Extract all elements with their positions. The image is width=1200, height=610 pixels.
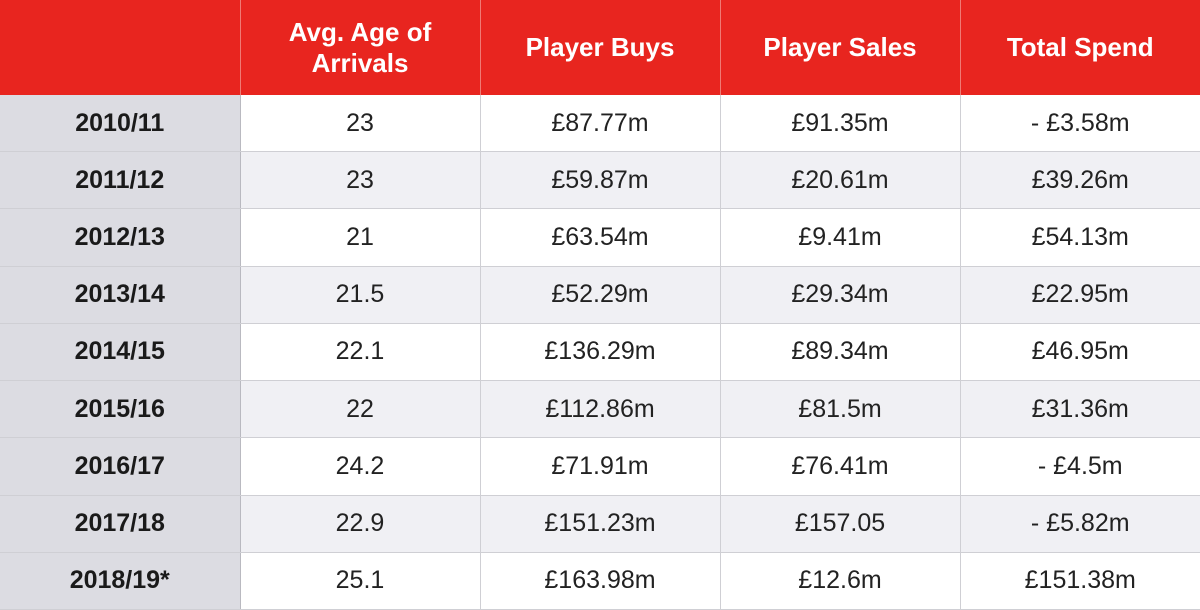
player-sales-cell: £9.41m	[719, 208, 961, 267]
avg-age-cell: 23	[239, 151, 481, 210]
total-spend-cell: £46.95m	[959, 323, 1200, 382]
table-header: Avg. Age of Arrivals Player Buys Player …	[0, 0, 1200, 95]
avg-age-cell: 22	[239, 380, 481, 439]
total-spend-cell: - £4.5m	[959, 437, 1200, 496]
season-cell: 2014/15	[0, 323, 241, 382]
player-buys-cell: £63.54m	[479, 208, 721, 267]
table-body: 2010/11 23 £87.77m £91.35m - £3.58m 2011/12 23…	[0, 95, 1200, 610]
player-buys-cell: £163.98m	[479, 552, 721, 610]
season-cell: 2012/13	[0, 208, 241, 267]
player-sales-cell: £20.61m	[719, 151, 961, 210]
season-cell: 2016/17	[0, 437, 241, 496]
avg-age-cell: 21	[239, 208, 481, 267]
season-cell: 2010/11	[0, 95, 241, 153]
player-buys-cell: £52.29m	[479, 266, 721, 324]
season-cell: 2018/19*	[0, 552, 241, 610]
header-season	[0, 0, 241, 95]
player-buys-cell: £87.77m	[479, 95, 721, 153]
player-buys-cell: £112.86m	[479, 380, 721, 439]
total-spend-cell: - £5.82m	[959, 495, 1200, 553]
table-row: 2017/18 22.9 £151.23m £157.05- £5.82m	[0, 495, 1200, 553]
avg-age-cell: 23	[239, 95, 481, 153]
avg-age-cell: 25.1	[239, 552, 481, 610]
player-sales-cell: £29.34m	[719, 266, 961, 324]
table-row: 2014/15 22.1 £136.29m £89.34m £46.95m	[0, 323, 1200, 382]
player-sales-cell: £157.05	[719, 495, 961, 553]
table-row: 2012/13 21 £63.54m £9.41m £54.13m	[0, 208, 1200, 267]
total-spend-cell: £54.13m	[959, 208, 1200, 267]
table-row: 2011/12 23 £59.87m £20.61m £39.26m	[0, 151, 1200, 210]
table-row: 2010/11 23 £87.77m £91.35m - £3.58m	[0, 95, 1200, 153]
avg-age-cell: 22.1	[239, 323, 481, 382]
avg-age-cell: 21.5	[239, 266, 481, 324]
header-total-spend: Total Spend	[960, 0, 1200, 95]
player-sales-cell: £89.34m	[719, 323, 961, 382]
season-cell: 2017/18	[0, 495, 241, 553]
player-buys-cell: £71.91m	[479, 437, 721, 496]
total-spend-cell: £31.36m	[959, 380, 1200, 439]
avg-age-cell: 22.9	[239, 495, 481, 553]
header-player-sales: Player Sales	[720, 0, 961, 95]
table-row: 2016/17 24.2 £71.91m £76.41m - £4.5m	[0, 437, 1200, 496]
player-sales-cell: £81.5m	[719, 380, 961, 439]
player-buys-cell: £151.23m	[479, 495, 721, 553]
season-cell: 2013/14	[0, 266, 241, 324]
season-cell: 2011/12	[0, 151, 241, 210]
player-sales-cell: £12.6m	[719, 552, 961, 610]
player-sales-cell: £91.35m	[719, 95, 961, 153]
total-spend-cell: £151.38m	[959, 552, 1200, 610]
table-row: 2013/14 21.5 £52.29m £29.34m £22.95m	[0, 266, 1200, 324]
avg-age-cell: 24.2	[239, 437, 481, 496]
total-spend-cell: £22.95m	[959, 266, 1200, 324]
header-player-buys: Player Buys	[480, 0, 721, 95]
player-buys-cell: £59.87m	[479, 151, 721, 210]
header-row: Avg. Age of Arrivals Player Buys Player …	[0, 0, 1200, 95]
player-buys-cell: £136.29m	[479, 323, 721, 382]
player-sales-cell: £76.41m	[719, 437, 961, 496]
total-spend-cell: - £3.58m	[959, 95, 1200, 153]
table-row: 2015/16 22 £112.86m £81.5m £31.36m	[0, 380, 1200, 439]
total-spend-cell: £39.26m	[959, 151, 1200, 210]
header-avg-age: Avg. Age of Arrivals	[240, 0, 481, 95]
season-cell: 2015/16	[0, 380, 241, 439]
table-row: 2018/19* 25.1 £163.98m £12.6m £151.38m	[0, 552, 1200, 610]
